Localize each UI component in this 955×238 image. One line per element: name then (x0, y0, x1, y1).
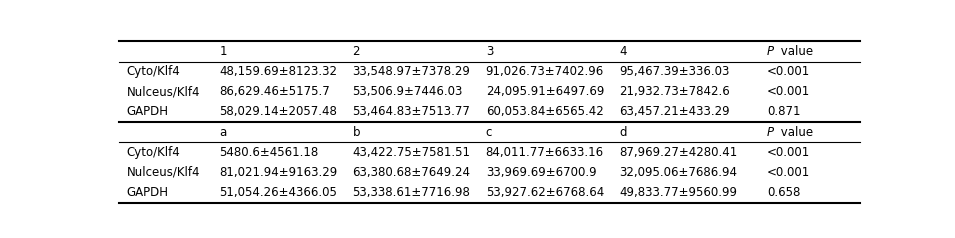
Text: 84,011.77±6633.16: 84,011.77±6633.16 (486, 146, 604, 159)
Text: 33,969.69±6700.9: 33,969.69±6700.9 (486, 166, 596, 179)
Text: 49,833.77±9560.99: 49,833.77±9560.99 (619, 186, 737, 199)
Text: P: P (767, 126, 775, 139)
Text: 95,467.39±336.03: 95,467.39±336.03 (619, 65, 730, 78)
Text: <0.001: <0.001 (767, 85, 810, 98)
Text: 63,380.68±7649.24: 63,380.68±7649.24 (352, 166, 471, 179)
Text: 86,629.46±5175.7: 86,629.46±5175.7 (220, 85, 330, 98)
Text: 58,029.14±2057.48: 58,029.14±2057.48 (220, 105, 337, 119)
Text: 63,457.21±433.29: 63,457.21±433.29 (619, 105, 730, 119)
Text: 5480.6±4561.18: 5480.6±4561.18 (220, 146, 319, 159)
Text: a: a (220, 126, 226, 139)
Text: Nulceus/Klf4: Nulceus/Klf4 (127, 85, 201, 98)
Text: Cyto/Klf4: Cyto/Klf4 (127, 146, 180, 159)
Text: <0.001: <0.001 (767, 146, 810, 159)
Text: <0.001: <0.001 (767, 166, 810, 179)
Text: 0.871: 0.871 (767, 105, 800, 119)
Text: 32,095.06±7686.94: 32,095.06±7686.94 (619, 166, 737, 179)
Text: 60,053.84±6565.42: 60,053.84±6565.42 (486, 105, 604, 119)
Text: 48,159.69±8123.32: 48,159.69±8123.32 (220, 65, 337, 78)
Text: 87,969.27±4280.41: 87,969.27±4280.41 (619, 146, 737, 159)
Text: <0.001: <0.001 (767, 65, 810, 78)
Text: value: value (776, 126, 813, 139)
Text: 4: 4 (619, 45, 626, 58)
Text: Cyto/Klf4: Cyto/Klf4 (127, 65, 180, 78)
Text: 81,021.94±9163.29: 81,021.94±9163.29 (220, 166, 337, 179)
Text: GAPDH: GAPDH (127, 186, 169, 199)
Text: 53,464.83±7513.77: 53,464.83±7513.77 (352, 105, 471, 119)
Text: P: P (767, 45, 775, 58)
Text: 1: 1 (220, 45, 226, 58)
Text: Nulceus/Klf4: Nulceus/Klf4 (127, 166, 201, 179)
Text: 91,026.73±7402.96: 91,026.73±7402.96 (486, 65, 604, 78)
Text: 53,927.62±6768.64: 53,927.62±6768.64 (486, 186, 604, 199)
Text: 3: 3 (486, 45, 493, 58)
Text: 21,932.73±7842.6: 21,932.73±7842.6 (619, 85, 730, 98)
Text: b: b (352, 126, 360, 139)
Text: 43,422.75±7581.51: 43,422.75±7581.51 (352, 146, 471, 159)
Text: 2: 2 (352, 45, 360, 58)
Text: 0.658: 0.658 (767, 186, 800, 199)
Text: 33,548.97±7378.29: 33,548.97±7378.29 (352, 65, 471, 78)
Text: 53,506.9±7446.03: 53,506.9±7446.03 (352, 85, 463, 98)
Text: value: value (776, 45, 813, 58)
Text: 53,338.61±7716.98: 53,338.61±7716.98 (352, 186, 471, 199)
Text: d: d (619, 126, 626, 139)
Text: 24,095.91±6497.69: 24,095.91±6497.69 (486, 85, 605, 98)
Text: GAPDH: GAPDH (127, 105, 169, 119)
Text: c: c (486, 126, 492, 139)
Text: 51,054.26±4366.05: 51,054.26±4366.05 (220, 186, 337, 199)
